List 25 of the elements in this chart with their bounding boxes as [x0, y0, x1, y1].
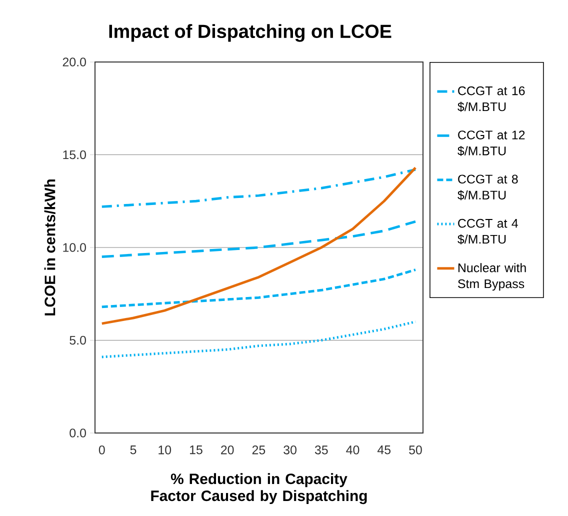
- legend-label: Nuclear with Stm Bypass: [458, 263, 526, 291]
- x-tick-label: 25: [252, 446, 266, 454]
- x-tick-label: 15: [190, 446, 202, 454]
- x-tick-label: 40: [346, 446, 360, 454]
- x-tick-label: 5: [130, 446, 136, 454]
- y-tick-label: 5.0: [70, 336, 86, 345]
- x-tick-label: 0: [98, 446, 105, 454]
- chart-title: Impact of Dispatching on LCOE: [109, 24, 392, 42]
- x-axis-title: % Reduction in Capacity Factor Caused by Dispatching: [151, 473, 367, 504]
- legend-label: CCGT at 4 $/M.BTU: [458, 218, 518, 244]
- x-tick-label: 45: [377, 446, 391, 454]
- legend-label: CCGT at 12 $/M.BTU: [458, 130, 525, 156]
- x-tick-label: 30: [284, 446, 296, 454]
- legend-label: CCGT at 8 $/M.BTU: [458, 174, 518, 200]
- legend-label: CCGT at 16 $/M.BTU: [458, 86, 525, 112]
- x-tick-label: 50: [409, 446, 422, 454]
- x-tick-label: 20: [221, 446, 234, 454]
- y-tick-label: 10.0: [63, 243, 86, 252]
- y-tick-label: 0.0: [70, 428, 86, 438]
- line-series: [100, 166, 417, 325]
- x-tick-label: 35: [314, 446, 328, 454]
- x-tick-label: 10: [158, 446, 172, 454]
- y-axis-title: LCOE in cents/kWh: [44, 180, 56, 316]
- y-tick-label: 20.0: [62, 58, 86, 66]
- y-tick-label: 15.0: [63, 150, 86, 160]
